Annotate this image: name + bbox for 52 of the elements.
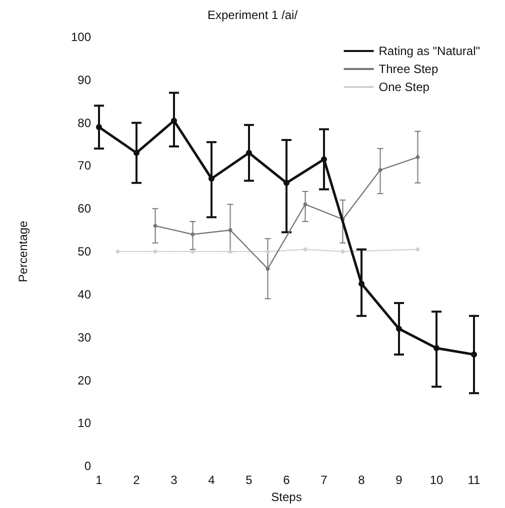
x-tick-label: 1: [96, 473, 103, 488]
point: [303, 247, 308, 252]
y-tick-label: 90: [78, 72, 92, 87]
x-tick-label: 4: [208, 473, 216, 488]
point: [153, 250, 158, 254]
point: [246, 150, 252, 156]
point: [471, 352, 477, 358]
y-tick-label: 80: [78, 116, 92, 130]
point: [171, 118, 177, 124]
y-tick-label: 20: [78, 373, 92, 388]
point: [416, 247, 420, 252]
point: [190, 232, 195, 236]
y-tick-label: 30: [78, 330, 92, 344]
point: [116, 250, 120, 254]
point: [396, 326, 402, 332]
point: [303, 202, 308, 206]
x-tick-label: 2: [133, 473, 140, 488]
point: [153, 224, 158, 228]
point: [228, 228, 232, 232]
point: [266, 266, 270, 271]
x-tick-label: 9: [396, 473, 403, 488]
y-tick-label: 70: [78, 158, 92, 173]
point: [266, 250, 270, 254]
y-tick-label: 40: [78, 287, 92, 302]
y-tick-label: 60: [78, 202, 92, 216]
x-tick-label: 7: [320, 473, 328, 488]
point: [358, 280, 364, 287]
legend-label: One Step: [378, 80, 430, 94]
point: [321, 156, 327, 162]
y-tick-label: 50: [78, 244, 92, 259]
x-tick-label: 6: [283, 473, 290, 488]
y-tick-label: 10: [78, 416, 92, 430]
x-tick-label: 5: [246, 473, 253, 488]
point: [284, 180, 290, 186]
x-axis-title: Steps: [271, 490, 302, 504]
point: [134, 150, 140, 156]
x-tick-label: 3: [170, 473, 178, 488]
point: [208, 176, 214, 182]
x-tick-label: 8: [358, 473, 366, 488]
point: [340, 250, 345, 254]
chart-title: Experiment 1 /ai/: [207, 8, 298, 22]
y-axis-title: Percentage: [16, 220, 30, 282]
legend-label: Rating as "Natural": [378, 44, 480, 58]
y-tick-label: 0: [84, 459, 92, 474]
legend-label: Three Step: [378, 62, 438, 76]
point: [416, 155, 420, 160]
y-tick-label: 100: [70, 30, 92, 44]
point: [378, 168, 382, 172]
point: [434, 345, 440, 352]
point: [96, 124, 102, 130]
x-tick-label: 10: [430, 473, 444, 488]
x-tick-label: 11: [468, 473, 481, 488]
